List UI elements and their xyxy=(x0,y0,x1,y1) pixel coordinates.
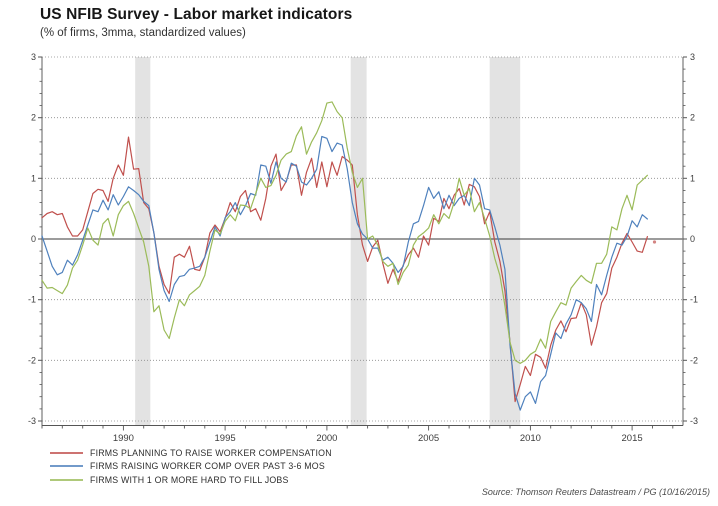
y-tick-label-right: 3 xyxy=(690,52,695,62)
legend-line-swatch-red xyxy=(50,451,83,454)
legend-item-raising-comp: FIRMS RAISING WORKER COMP OVER PAST 3-6 … xyxy=(50,460,332,474)
legend-label: FIRMS WITH 1 OR MORE HARD TO FILL JOBS xyxy=(90,474,289,485)
y-tick-label-left: -2 xyxy=(28,355,36,365)
legend-line-swatch-blue xyxy=(50,465,83,468)
chart-title: US NFIB Survey - Labor market indicators xyxy=(40,6,353,23)
y-tick-label-left: 2 xyxy=(31,113,36,123)
x-tick-label: 1995 xyxy=(215,433,236,444)
y-tick-label-right: 2 xyxy=(690,113,695,123)
series-line-0 xyxy=(41,136,649,403)
y-tick-label-right: 1 xyxy=(690,173,695,183)
legend-item-raise-compensation: FIRMS PLANNING TO RAISE WORKER COMPENSAT… xyxy=(50,446,332,460)
series-line-2 xyxy=(41,101,649,364)
source-note: Source: Thomson Reuters Datastream / PG … xyxy=(481,487,710,497)
y-tick-label-left: -1 xyxy=(28,295,36,305)
legend-line-swatch-green xyxy=(50,478,83,481)
legend: FIRMS PLANNING TO RAISE WORKER COMPENSAT… xyxy=(50,446,332,487)
y-tick-label-right: -2 xyxy=(690,355,698,365)
series-line-1 xyxy=(41,135,649,411)
y-tick-label-right: -1 xyxy=(690,295,698,305)
x-tick-label: 2000 xyxy=(316,433,337,444)
y-tick-label-left: -3 xyxy=(28,416,36,426)
y-tick-label-right: 0 xyxy=(690,234,695,244)
y-tick-label-left: 1 xyxy=(31,173,36,183)
x-tick-label: 2015 xyxy=(622,433,643,444)
x-tick-label: 1990 xyxy=(113,433,134,444)
x-tick-label: 2005 xyxy=(418,433,439,444)
y-tick-label-right: -3 xyxy=(690,416,698,426)
latest-point-marker xyxy=(652,240,657,244)
y-tick-label-left: 0 xyxy=(31,234,36,244)
y-tick-label-left: 3 xyxy=(31,52,36,62)
recession-band xyxy=(350,57,367,426)
legend-label: FIRMS RAISING WORKER COMP OVER PAST 3-6 … xyxy=(90,461,325,472)
recession-band xyxy=(135,57,151,426)
chart-subtitle: (% of firms, 3mma, standardized values) xyxy=(40,27,246,39)
legend-label: FIRMS PLANNING TO RAISE WORKER COMPENSAT… xyxy=(90,447,332,458)
x-tick-label: 2010 xyxy=(520,433,541,444)
legend-item-hard-to-fill: FIRMS WITH 1 OR MORE HARD TO FILL JOBS xyxy=(50,473,332,487)
